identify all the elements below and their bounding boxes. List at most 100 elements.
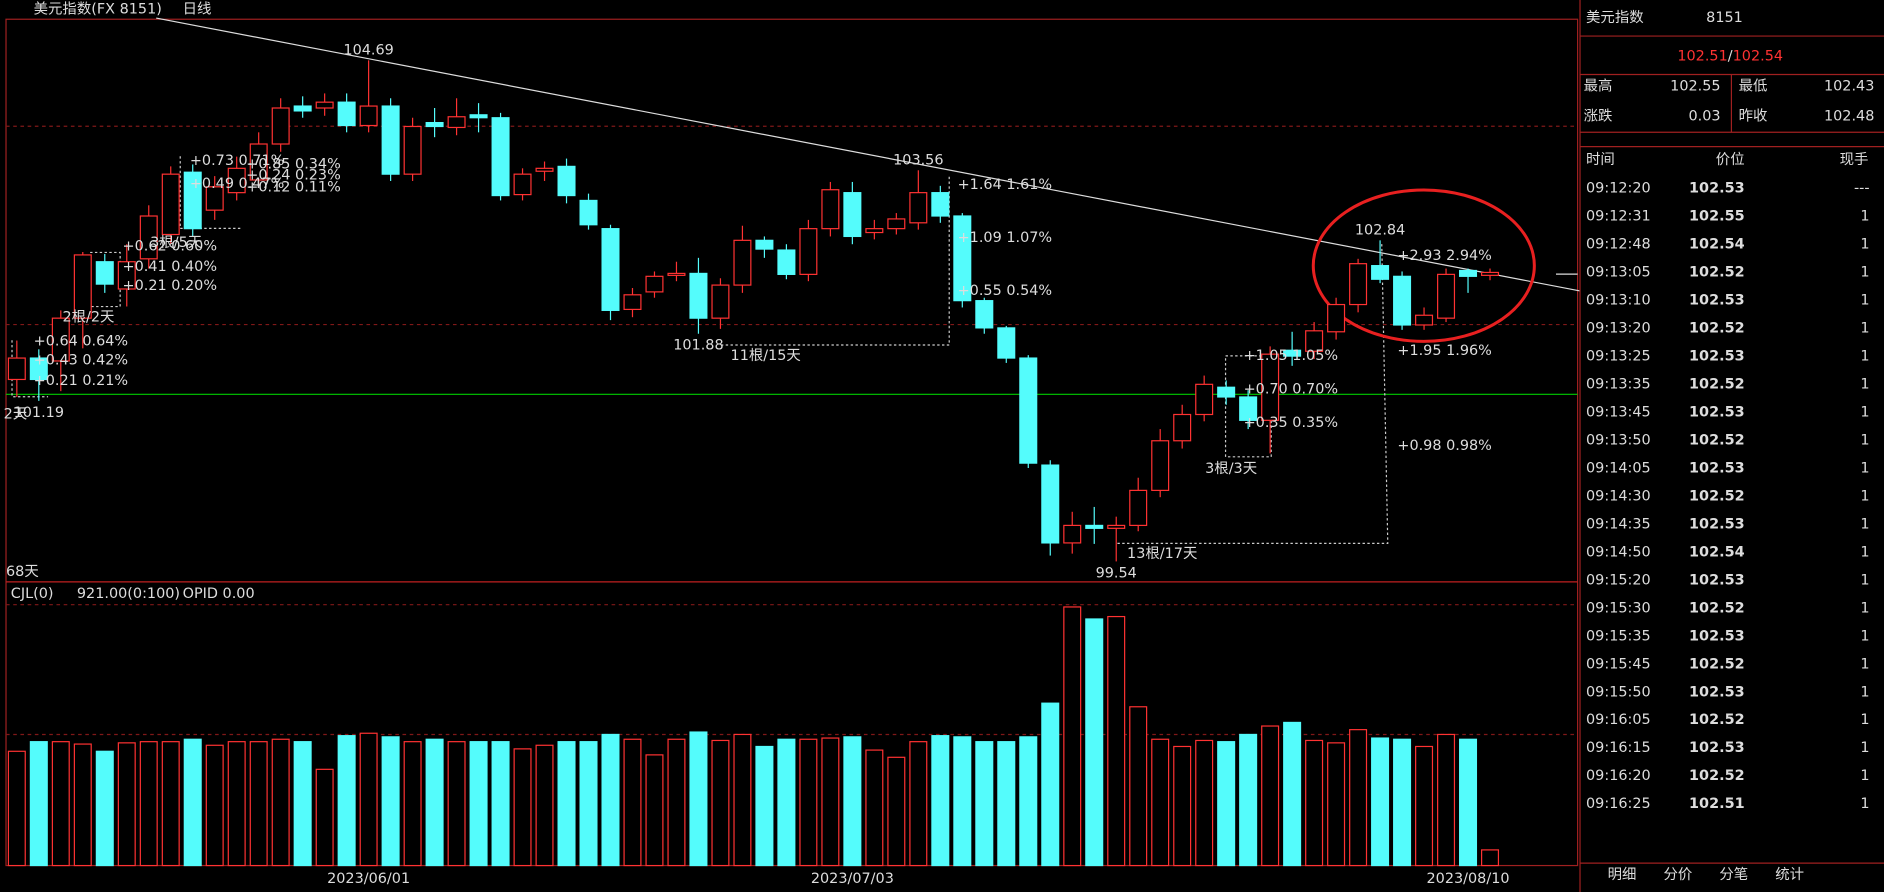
candle-body [645,275,664,293]
stat-value: 0.03 [1689,109,1721,125]
measure-lines [11,156,1389,544]
trade-price: 102.52 [1689,712,1745,728]
trade-price: 102.53 [1689,349,1745,365]
measure-label: +0.21 0.20% [123,278,217,294]
volume-bar [1151,738,1170,867]
measure-line [720,174,950,346]
candle-body [1129,489,1148,527]
candle-body [205,186,224,211]
volume-bar [7,750,26,867]
trade-price: 102.53 [1689,684,1745,700]
candle-body [1261,353,1280,421]
panel-tab[interactable]: 明细 [1608,866,1637,883]
indicator-name: CJL(0) [11,586,54,602]
trade-time: 09:16:25 [1586,796,1651,812]
trade-qty: 1 [1860,796,1869,812]
volume-bar [95,750,114,867]
candle-body [733,239,752,286]
candle-body [535,167,554,172]
volume-bar [755,745,774,867]
candle-body [667,272,686,276]
volume-bar [1195,739,1214,867]
volume-bar [579,741,598,867]
volume-bar [491,741,510,867]
candle-body [711,284,730,319]
volume-bar [183,738,202,867]
measure-label: 13根/17天 [1127,545,1197,562]
trade-time: 09:15:20 [1586,572,1651,588]
candle-body [315,101,334,109]
trade-time: 09:13:50 [1586,433,1651,449]
volume-bar [1217,741,1236,867]
trade-price: 102.52 [1689,600,1745,616]
volume-bar [821,737,840,867]
trade-price: 102.52 [1689,656,1745,672]
volume-bar [1415,745,1434,867]
candle-body [359,105,378,127]
trade-qty: 1 [1860,209,1869,225]
trade-price: 102.52 [1689,433,1745,449]
candle-body [821,189,840,230]
candle-body [403,125,422,175]
trade-qty: 1 [1860,600,1869,616]
candle-body [579,199,598,226]
trade-time: 09:15:45 [1586,656,1651,672]
candle-body [601,228,620,311]
candle-body [1085,524,1104,529]
volume-bar [1129,706,1148,867]
trend-line [156,17,1581,292]
volume-bar [1041,702,1060,867]
trade-price: 102.52 [1689,265,1745,281]
quote-price: 102.51/102.54 [1677,48,1783,64]
trade-qty: --- [1854,181,1870,197]
candle-body [1019,357,1038,464]
column-header: 现手 [1840,151,1869,168]
panel-tab[interactable]: 统计 [1775,866,1804,883]
volume-bar [535,744,554,867]
trade-time: 09:16:15 [1586,740,1651,756]
measure-label: +0.62 0.60% [123,238,217,254]
measure-label: +0.12 0.11% [246,180,340,196]
x-tick-label: 2023/08/10 [1427,871,1510,887]
trade-price: 102.52 [1689,768,1745,784]
measure-line [1117,244,1389,544]
volume-bar [1261,725,1280,867]
trade-time: 09:15:50 [1586,684,1651,700]
period-select[interactable]: 日线 [183,1,212,18]
low-label: 101.88 [673,338,723,354]
candle-body [1327,303,1346,333]
trade-price: 102.53 [1689,572,1745,588]
trade-qty: 1 [1860,768,1869,784]
volume-bar [447,741,466,867]
panel-tab[interactable]: 分笔 [1719,866,1748,883]
volume-bar [843,736,862,867]
volume-bar [1437,733,1456,867]
measure-label: 68天 [6,564,39,580]
volume-bar [733,733,752,867]
trade-time: 09:14:05 [1586,460,1651,476]
trade-time: 09:13:10 [1586,293,1651,309]
measure-label: +1.64 1.61% [958,177,1052,193]
volume-bar [403,741,422,867]
candle-body [1063,524,1082,544]
candle-body [1437,273,1456,319]
panel-tab[interactable]: 分价 [1664,866,1693,883]
candle-body [293,105,312,112]
candle-body [1151,440,1170,491]
candle-body [183,171,202,230]
volume-bar [1173,745,1192,867]
candle-body [799,228,818,275]
volume-bar [469,741,488,867]
trade-price: 102.53 [1689,293,1745,309]
volume-bar [909,741,928,867]
volume-bar [29,741,48,867]
measure-label: +1.09 1.07% [958,230,1052,246]
trade-price: 102.53 [1689,740,1745,756]
trade-time: 09:14:50 [1586,544,1651,560]
trade-time: 09:13:05 [1586,265,1651,281]
low-label: 99.54 [1096,565,1137,581]
stat-value: 102.48 [1824,109,1874,125]
candle-body [7,357,26,381]
candle-body [755,239,774,250]
